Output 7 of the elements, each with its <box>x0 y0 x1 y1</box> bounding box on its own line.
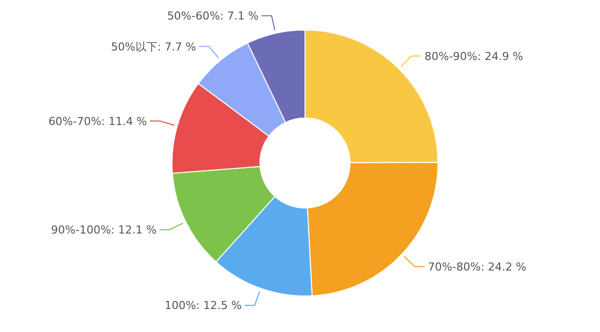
slice-label: 50%-60%: 7.1 % <box>167 10 259 23</box>
slice-label: 80%-90%: 24.9 % <box>424 50 524 63</box>
slice-label: 100%: 12.5 % <box>164 299 242 312</box>
slice-label: 50%以下: 7.7 % <box>110 40 196 54</box>
slice-label: 70%-80%: 24.2 % <box>428 260 526 274</box>
slice-label: 90%-100%: 12.1 % <box>51 224 157 237</box>
slice-label: 60%-70%: 11.4 % <box>48 114 147 128</box>
